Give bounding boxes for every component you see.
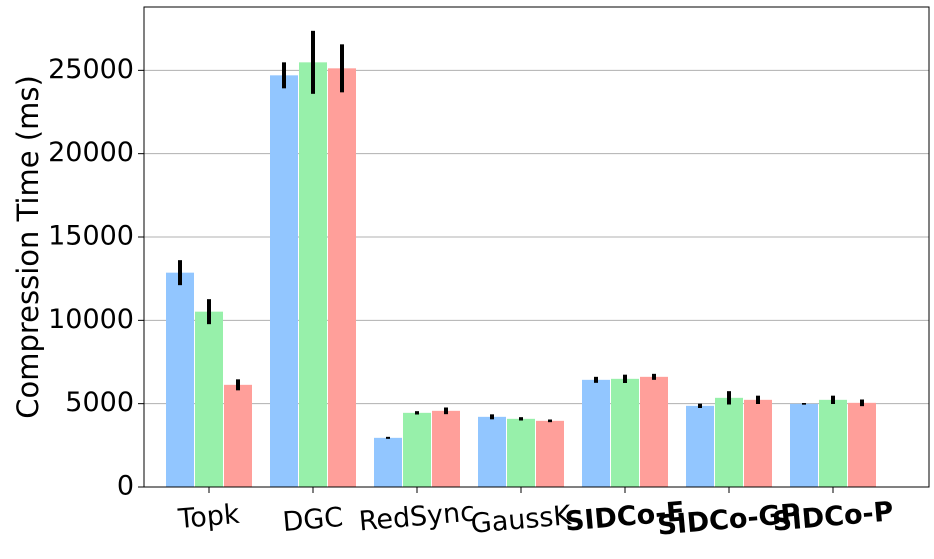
bar xyxy=(374,437,402,487)
bar xyxy=(403,412,431,487)
x-tick-label: Topk xyxy=(176,499,241,535)
bar xyxy=(715,397,743,487)
bar xyxy=(582,379,610,487)
y-tick-label: 5000 xyxy=(65,387,134,418)
bar xyxy=(224,384,252,487)
bar xyxy=(432,410,460,487)
y-axis-label: Compression Time (ms) xyxy=(11,75,45,419)
bar xyxy=(611,378,639,487)
bar xyxy=(166,272,194,487)
x-tick-label: GaussK xyxy=(470,500,574,540)
x-tick-label: DGC xyxy=(281,502,344,538)
bar xyxy=(328,68,356,487)
bar xyxy=(195,311,223,487)
bar xyxy=(299,62,327,487)
bar xyxy=(744,399,772,487)
bar xyxy=(270,75,298,487)
bar xyxy=(478,416,506,487)
bar xyxy=(790,403,818,487)
bar xyxy=(819,399,847,487)
bar xyxy=(686,405,714,487)
y-tick-label: 10000 xyxy=(48,304,134,335)
y-tick-label: 20000 xyxy=(48,137,134,168)
bar xyxy=(640,376,668,487)
bar xyxy=(536,420,564,487)
y-tick-label: 0 xyxy=(117,471,134,502)
bar xyxy=(848,402,876,487)
bar xyxy=(507,418,535,487)
y-tick-label: 25000 xyxy=(48,54,134,85)
y-tick-label: 15000 xyxy=(48,221,134,252)
plot-frame xyxy=(143,6,930,488)
x-tick-label: RedSync xyxy=(358,496,477,537)
